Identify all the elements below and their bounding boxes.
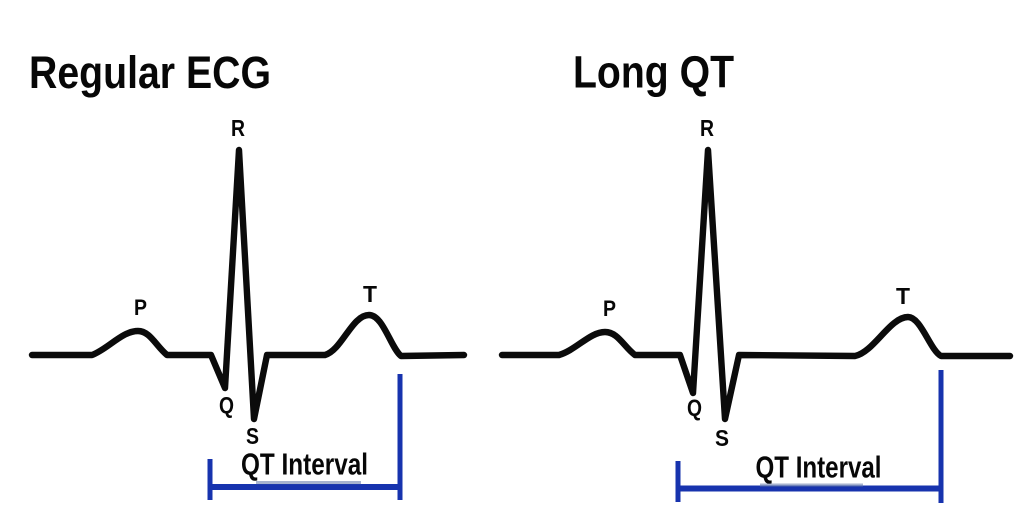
svg-text:T: T [896, 283, 910, 309]
svg-text:R: R [700, 115, 714, 141]
svg-text:Q: Q [219, 392, 234, 418]
svg-text:S: S [246, 423, 259, 449]
svg-text:Q: Q [687, 395, 702, 421]
svg-text:Regular ECG: Regular ECG [29, 47, 271, 98]
svg-text:T: T [363, 281, 377, 307]
svg-text:P: P [603, 296, 616, 321]
svg-text:S: S [715, 425, 729, 451]
svg-text:QT Interval: QT Interval [756, 451, 882, 485]
svg-text:P: P [134, 295, 147, 320]
svg-text:Long QT: Long QT [573, 47, 734, 98]
svg-text:QT Interval: QT Interval [241, 448, 368, 482]
svg-text:R: R [231, 115, 245, 141]
